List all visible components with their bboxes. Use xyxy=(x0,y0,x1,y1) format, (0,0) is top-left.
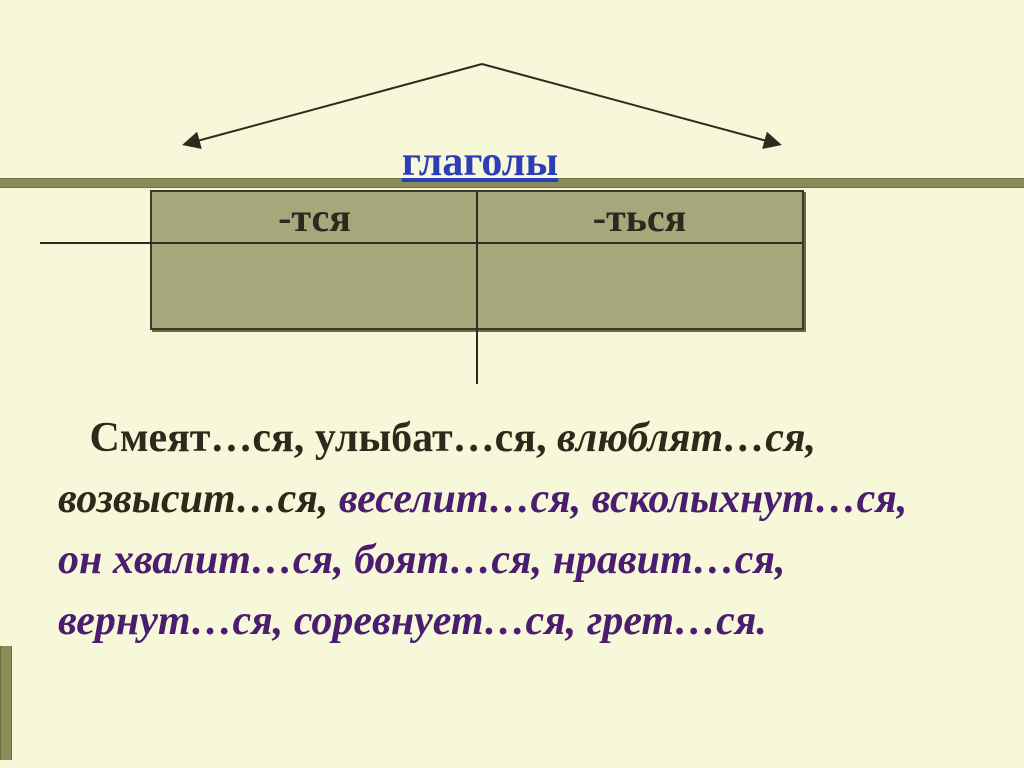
exercise-word: возвысит…ся, xyxy=(58,476,328,522)
exercise-word: улыбат…ся, xyxy=(315,415,547,461)
diagram-box: -тся -ться xyxy=(150,190,804,330)
box-label-right: -ться xyxy=(477,192,802,244)
exercise-word: всколыхнут…ся, xyxy=(592,476,908,522)
exercise-word: Смеят…ся, xyxy=(90,415,305,461)
exercise-word: нравит…ся, xyxy=(553,537,786,583)
exercise-paragraph: Смеят…ся, улыбат…ся, влюблят…ся, возвыси… xyxy=(58,408,984,652)
box-divider xyxy=(476,192,478,384)
exercise-word: вернут…ся, xyxy=(58,598,283,644)
diagram-title: глаголы xyxy=(150,138,810,186)
exercise-word: соревнует…ся, xyxy=(294,598,577,644)
exercise-word: боят…ся, xyxy=(354,537,542,583)
frame-bar-left xyxy=(0,646,12,760)
exercise-word: влюблят…ся, xyxy=(557,415,816,461)
box-label-left: -тся xyxy=(152,192,477,244)
exercise-word: грет…ся. xyxy=(587,598,767,644)
diagram: глаголы -тся -ться xyxy=(150,58,810,328)
exercise-word: он хвалит…ся, xyxy=(58,537,344,583)
exercise-word: веселит…ся, xyxy=(339,476,581,522)
